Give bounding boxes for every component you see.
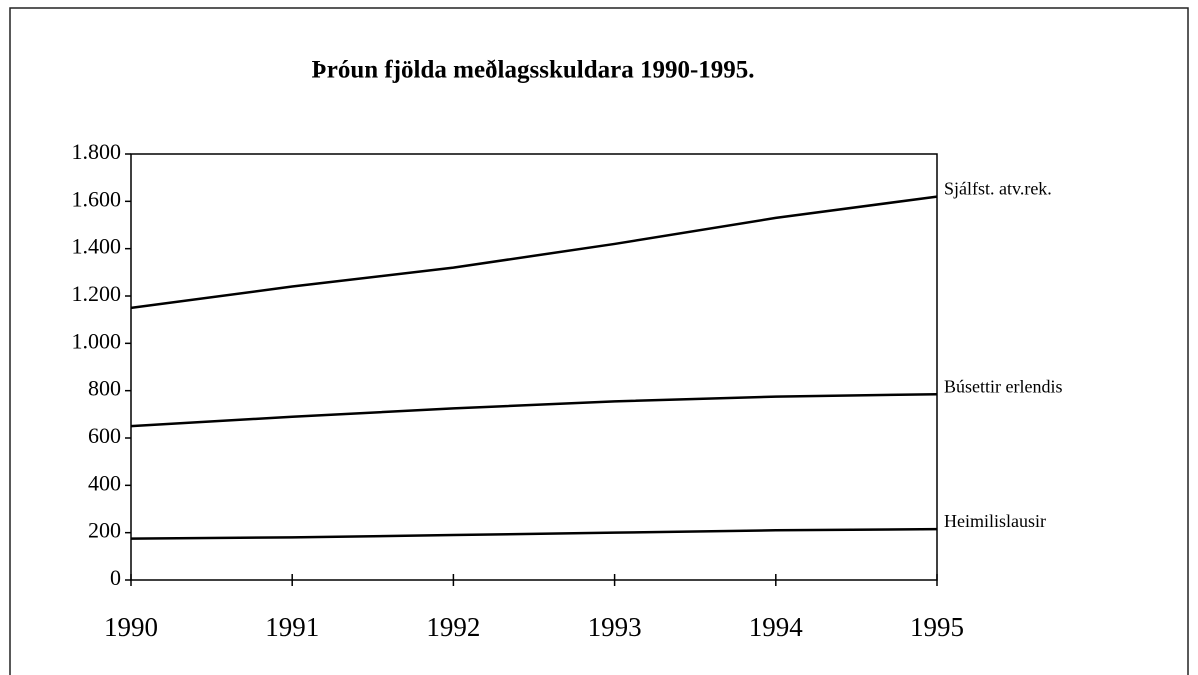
frame bbox=[9, 7, 1189, 675]
x-tick-label: 1991 bbox=[265, 612, 319, 642]
series-line bbox=[130, 392, 938, 428]
x-tick-label: 1993 bbox=[588, 612, 642, 642]
chart-title: Þróun fjölda meðlagsskuldara 1990-1995. bbox=[311, 57, 754, 84]
y-tick-label: 200 bbox=[88, 518, 121, 543]
x-tick-label: 1995 bbox=[910, 612, 964, 642]
series-label: Sjálfst. atv.rek. bbox=[944, 179, 1052, 199]
y-tick-label: 1.000 bbox=[72, 328, 122, 353]
y-tick-label: 1.200 bbox=[72, 281, 122, 306]
y-tick-label: 800 bbox=[88, 376, 121, 401]
y-tick-label: 1.600 bbox=[72, 186, 122, 211]
y-tick-label: 600 bbox=[88, 423, 121, 448]
y-tick-label: 400 bbox=[88, 470, 121, 495]
y-tick-label: 1.800 bbox=[72, 139, 122, 164]
x-tick-label: 1994 bbox=[749, 612, 804, 642]
x-tick-label: 1992 bbox=[426, 612, 480, 642]
x-tick-label: 1990 bbox=[104, 612, 158, 642]
series-line bbox=[130, 527, 938, 540]
series-label: Heimilislausir bbox=[944, 511, 1046, 531]
series-line bbox=[130, 195, 938, 310]
plot-area bbox=[130, 153, 938, 581]
y-tick-label: 1.400 bbox=[72, 234, 122, 259]
series-label: Búsettir erlendis bbox=[944, 376, 1062, 396]
y-tick-label: 0 bbox=[110, 565, 121, 590]
